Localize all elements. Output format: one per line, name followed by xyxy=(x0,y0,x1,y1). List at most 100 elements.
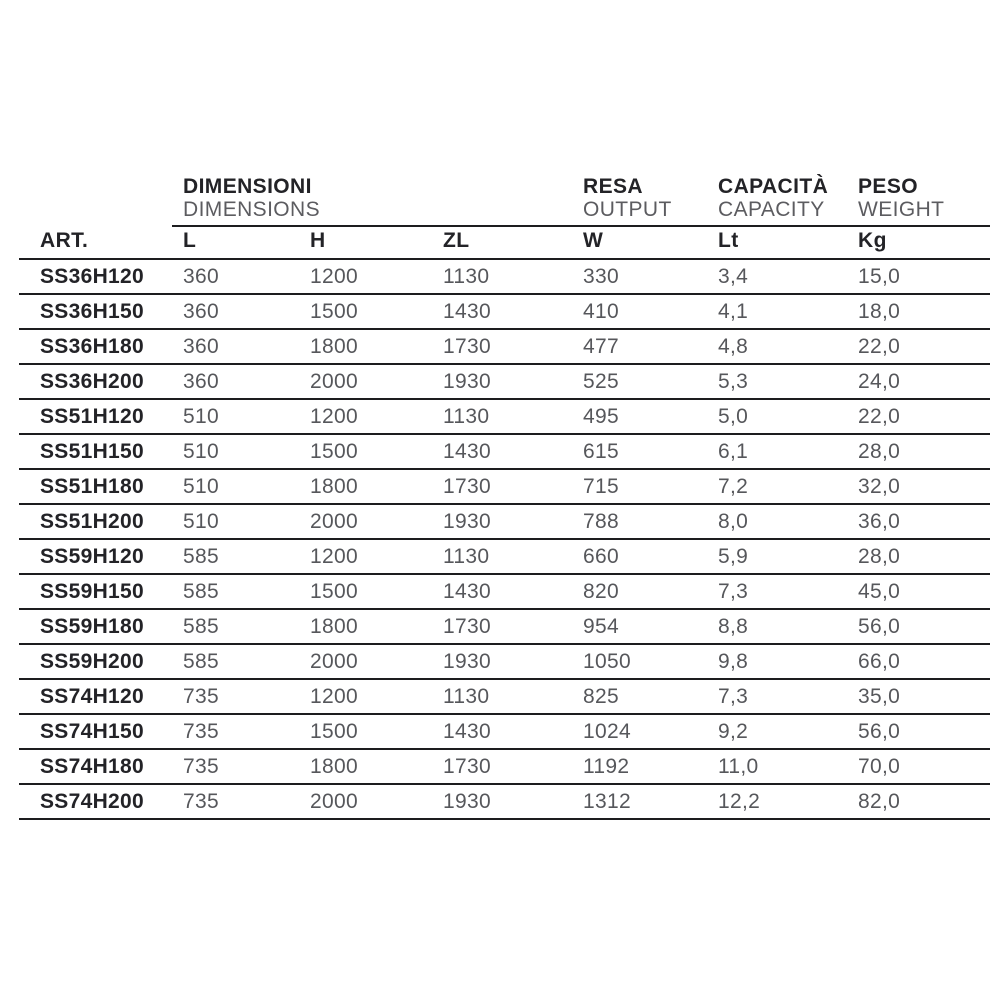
l-cell: 360 xyxy=(183,299,219,323)
group-header-weight-it: PESO xyxy=(858,175,918,198)
column-header-kg: Kg xyxy=(858,229,887,252)
table-row: SS74H120 735 1200 1130 825 7,3 35,0 xyxy=(19,680,990,715)
l-cell: 510 xyxy=(183,474,219,498)
w-cell: 615 xyxy=(583,439,619,463)
l-cell: 510 xyxy=(183,439,219,463)
w-cell: 660 xyxy=(583,544,619,568)
table-row: SS74H200 735 2000 1930 1312 12,2 82,0 xyxy=(19,785,990,820)
l-cell: 735 xyxy=(183,719,219,743)
art-cell: SS36H180 xyxy=(40,334,144,358)
kg-cell: 24,0 xyxy=(858,369,901,393)
w-cell: 1192 xyxy=(583,754,630,778)
w-cell: 825 xyxy=(583,684,619,708)
column-header-art: ART. xyxy=(40,229,89,252)
kg-cell: 22,0 xyxy=(858,334,901,358)
l-cell: 510 xyxy=(183,509,219,533)
h-cell: 1200 xyxy=(310,264,358,288)
art-cell: SS51H150 xyxy=(40,439,144,463)
h-cell: 1800 xyxy=(310,334,358,358)
lt-cell: 6,1 xyxy=(718,439,749,463)
lt-cell: 5,0 xyxy=(718,404,749,428)
group-header-capacity-en: CAPACITY xyxy=(718,198,825,221)
group-header-rule xyxy=(172,225,990,227)
zl-cell: 1930 xyxy=(443,509,491,533)
zl-cell: 1730 xyxy=(443,614,491,638)
art-cell: SS74H120 xyxy=(40,684,144,708)
l-cell: 735 xyxy=(183,684,219,708)
zl-cell: 1430 xyxy=(443,719,491,743)
art-cell: SS36H120 xyxy=(40,264,144,288)
l-cell: 735 xyxy=(183,789,219,813)
group-header-capacity: CAPACITÀ CAPACITY xyxy=(718,175,828,221)
w-cell: 954 xyxy=(583,614,619,638)
l-cell: 585 xyxy=(183,579,219,603)
art-cell: SS74H150 xyxy=(40,719,144,743)
h-cell: 1500 xyxy=(310,299,358,323)
column-header-zl: ZL xyxy=(443,229,470,252)
kg-cell: 28,0 xyxy=(858,544,901,568)
kg-cell: 56,0 xyxy=(858,614,901,638)
w-cell: 410 xyxy=(583,299,619,323)
column-header-lt: Lt xyxy=(718,229,739,252)
lt-cell: 9,8 xyxy=(718,649,749,673)
w-cell: 495 xyxy=(583,404,619,428)
lt-cell: 4,1 xyxy=(718,299,749,323)
lt-cell: 11,0 xyxy=(718,754,759,778)
table-body: SS36H120 360 1200 1130 330 3,4 15,0 SS36… xyxy=(19,260,990,820)
lt-cell: 7,3 xyxy=(718,579,749,603)
table-row: SS36H150 360 1500 1430 410 4,1 18,0 xyxy=(19,295,990,330)
kg-cell: 56,0 xyxy=(858,719,901,743)
lt-cell: 5,3 xyxy=(718,369,749,393)
h-cell: 2000 xyxy=(310,509,358,533)
table-row: SS51H120 510 1200 1130 495 5,0 22,0 xyxy=(19,400,990,435)
art-cell: SS51H200 xyxy=(40,509,144,533)
kg-cell: 28,0 xyxy=(858,439,901,463)
table-row: SS36H200 360 2000 1930 525 5,3 24,0 xyxy=(19,365,990,400)
table-row: SS59H180 585 1800 1730 954 8,8 56,0 xyxy=(19,610,990,645)
zl-cell: 1930 xyxy=(443,789,491,813)
h-cell: 1500 xyxy=(310,439,358,463)
table-row: SS59H200 585 2000 1930 1050 9,8 66,0 xyxy=(19,645,990,680)
column-header-h: H xyxy=(310,229,326,252)
l-cell: 360 xyxy=(183,264,219,288)
h-cell: 2000 xyxy=(310,789,358,813)
kg-cell: 15,0 xyxy=(858,264,901,288)
w-cell: 1312 xyxy=(583,789,631,813)
l-cell: 585 xyxy=(183,544,219,568)
h-cell: 1500 xyxy=(310,719,358,743)
group-header-dimensions-it: DIMENSIONI xyxy=(183,175,312,198)
l-cell: 585 xyxy=(183,614,219,638)
h-cell: 1800 xyxy=(310,614,358,638)
zl-cell: 1130 xyxy=(443,264,490,288)
lt-cell: 9,2 xyxy=(718,719,749,743)
column-header-w: W xyxy=(583,229,604,252)
zl-cell: 1130 xyxy=(443,544,490,568)
art-cell: SS51H180 xyxy=(40,474,144,498)
art-cell: SS59H120 xyxy=(40,544,144,568)
h-cell: 2000 xyxy=(310,369,358,393)
lt-cell: 8,8 xyxy=(718,614,749,638)
w-cell: 788 xyxy=(583,509,619,533)
art-cell: SS59H180 xyxy=(40,614,144,638)
w-cell: 477 xyxy=(583,334,619,358)
zl-cell: 1430 xyxy=(443,439,491,463)
lt-cell: 4,8 xyxy=(718,334,749,358)
group-header-dimensions: DIMENSIONI DIMENSIONS xyxy=(183,175,320,221)
group-header-dimensions-en: DIMENSIONS xyxy=(183,198,321,221)
art-cell: SS74H180 xyxy=(40,754,144,778)
zl-cell: 1430 xyxy=(443,299,491,323)
group-header-output: RESA OUTPUT xyxy=(583,175,672,221)
art-cell: SS59H200 xyxy=(40,649,144,673)
art-cell: SS36H150 xyxy=(40,299,144,323)
h-cell: 1200 xyxy=(310,684,358,708)
l-cell: 360 xyxy=(183,369,219,393)
kg-cell: 66,0 xyxy=(858,649,901,673)
table-row: SS36H180 360 1800 1730 477 4,8 22,0 xyxy=(19,330,990,365)
zl-cell: 1730 xyxy=(443,754,491,778)
zl-cell: 1930 xyxy=(443,649,491,673)
group-header-capacity-it: CAPACITÀ xyxy=(718,175,829,198)
column-header-l: L xyxy=(183,229,197,252)
lt-cell: 7,3 xyxy=(718,684,749,708)
spec-table: DIMENSIONI DIMENSIONS RESA OUTPUT CAPACI… xyxy=(19,175,990,820)
